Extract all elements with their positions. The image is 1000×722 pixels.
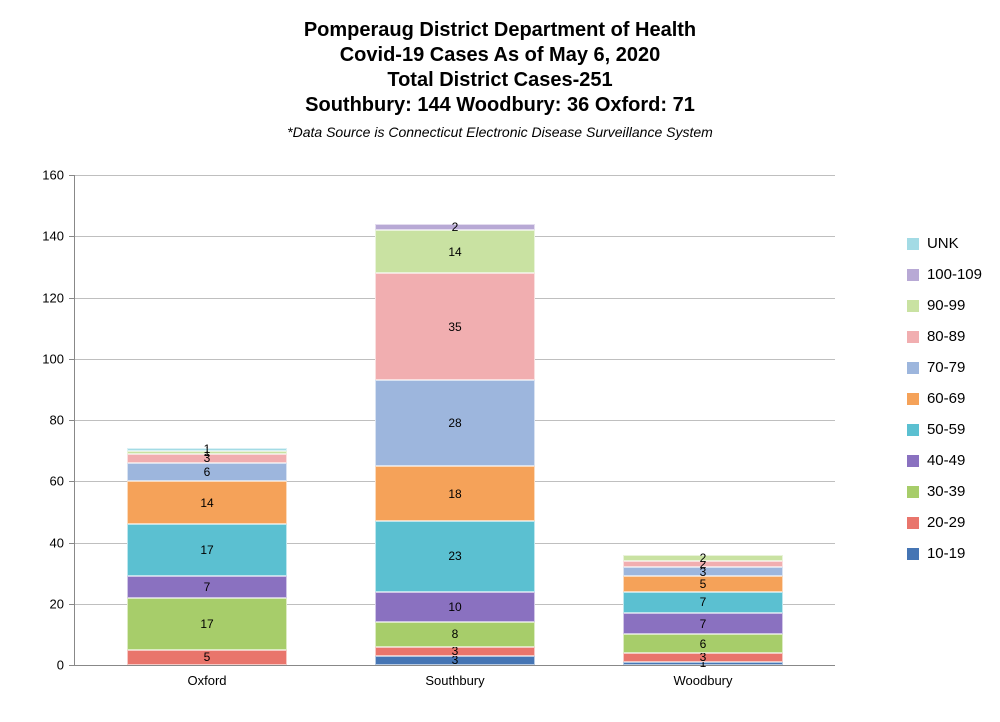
- bar-segment: [127, 481, 287, 524]
- bar-segment: [375, 230, 535, 273]
- title-block: Pomperaug District Department of Health …: [0, 0, 1000, 140]
- bar-segment: [623, 567, 783, 576]
- bar-segment: [375, 521, 535, 591]
- bar-segment: [375, 273, 535, 380]
- bar-segment: [623, 561, 783, 567]
- legend-item: 20-29: [907, 514, 982, 531]
- bar-segment: [623, 653, 783, 662]
- subtitle: *Data Source is Connecticut Electronic D…: [0, 124, 1000, 140]
- bar-segment: [127, 448, 287, 451]
- y-tick: [69, 236, 75, 237]
- chart-container: Pomperaug District Department of Health …: [0, 0, 1000, 722]
- bar-segment: [375, 656, 535, 665]
- y-tick: [69, 298, 75, 299]
- legend-item: 100-109: [907, 266, 982, 283]
- legend-swatch: [907, 269, 919, 281]
- legend-item: 40-49: [907, 452, 982, 469]
- bar-segment: [127, 650, 287, 665]
- bar-segment: [623, 613, 783, 634]
- y-tick: [69, 359, 75, 360]
- y-axis-label: 80: [0, 413, 64, 428]
- bar-segment: [127, 598, 287, 650]
- legend-item: 10-19: [907, 545, 982, 562]
- y-axis-label: 120: [0, 290, 64, 305]
- y-tick: [69, 420, 75, 421]
- legend-label: 10-19: [927, 545, 965, 562]
- legend-item: UNK: [907, 235, 982, 252]
- y-tick: [69, 175, 75, 176]
- title-line-2: Covid-19 Cases As of May 6, 2020: [0, 43, 1000, 68]
- legend-item: 90-99: [907, 297, 982, 314]
- y-tick: [69, 665, 75, 666]
- x-axis-label: Southbury: [425, 673, 484, 688]
- grid-line: [75, 175, 835, 176]
- bar-segment: [623, 576, 783, 591]
- legend-swatch: [907, 238, 919, 250]
- bar-segment: [375, 224, 535, 230]
- bar-segment: [375, 622, 535, 647]
- y-axis-label: 100: [0, 351, 64, 366]
- y-tick: [69, 481, 75, 482]
- plot-area: 517717146311Oxford3381023182835142Southb…: [74, 175, 835, 666]
- y-axis-label: 40: [0, 535, 64, 550]
- legend-swatch: [907, 331, 919, 343]
- legend-label: 90-99: [927, 297, 965, 314]
- bar-segment: [127, 463, 287, 481]
- bar-segment: [127, 454, 287, 463]
- bar-segment: [127, 576, 287, 597]
- legend-label: 80-89: [927, 328, 965, 345]
- title-line-3: Total District Cases-251: [0, 68, 1000, 93]
- legend-label: 40-49: [927, 452, 965, 469]
- y-axis-label: 60: [0, 474, 64, 489]
- legend-label: 30-39: [927, 483, 965, 500]
- legend-label: 50-59: [927, 421, 965, 438]
- legend-item: 30-39: [907, 483, 982, 500]
- bar-segment: [623, 634, 783, 652]
- y-axis-label: 20: [0, 596, 64, 611]
- x-axis-label: Oxford: [187, 673, 226, 688]
- title-line-1: Pomperaug District Department of Health: [0, 18, 1000, 43]
- legend-swatch: [907, 517, 919, 529]
- legend-swatch: [907, 300, 919, 312]
- legend-item: 70-79: [907, 359, 982, 376]
- legend-swatch: [907, 548, 919, 560]
- y-axis-label: 0: [0, 658, 64, 673]
- y-axis-label: 140: [0, 229, 64, 244]
- legend-label: 20-29: [927, 514, 965, 531]
- legend-item: 60-69: [907, 390, 982, 407]
- bar-segment: [375, 647, 535, 656]
- bar-segment: [623, 662, 783, 665]
- legend-label: 70-79: [927, 359, 965, 376]
- legend-swatch: [907, 455, 919, 467]
- legend-item: 80-89: [907, 328, 982, 345]
- bar-segment: [127, 451, 287, 454]
- y-axis-label: 160: [0, 168, 64, 183]
- legend-swatch: [907, 362, 919, 374]
- title-line-4: Southbury: 144 Woodbury: 36 Oxford: 71: [0, 93, 1000, 118]
- bar-segment: [127, 524, 287, 576]
- y-tick: [69, 543, 75, 544]
- bar-segment: [375, 592, 535, 623]
- bar-segment: [375, 380, 535, 466]
- legend-label: 100-109: [927, 266, 982, 283]
- legend-item: 50-59: [907, 421, 982, 438]
- bar-segment: [623, 555, 783, 561]
- legend-label: UNK: [927, 235, 959, 252]
- legend-swatch: [907, 486, 919, 498]
- legend: UNK 100-109 90-99 80-89 70-79 60-69 50-59 40-49…: [907, 235, 982, 576]
- x-axis-label: Woodbury: [673, 673, 732, 688]
- legend-swatch: [907, 424, 919, 436]
- legend-label: 60-69: [927, 390, 965, 407]
- y-tick: [69, 604, 75, 605]
- legend-swatch: [907, 393, 919, 405]
- bar-segment: [623, 592, 783, 613]
- bar-segment: [375, 466, 535, 521]
